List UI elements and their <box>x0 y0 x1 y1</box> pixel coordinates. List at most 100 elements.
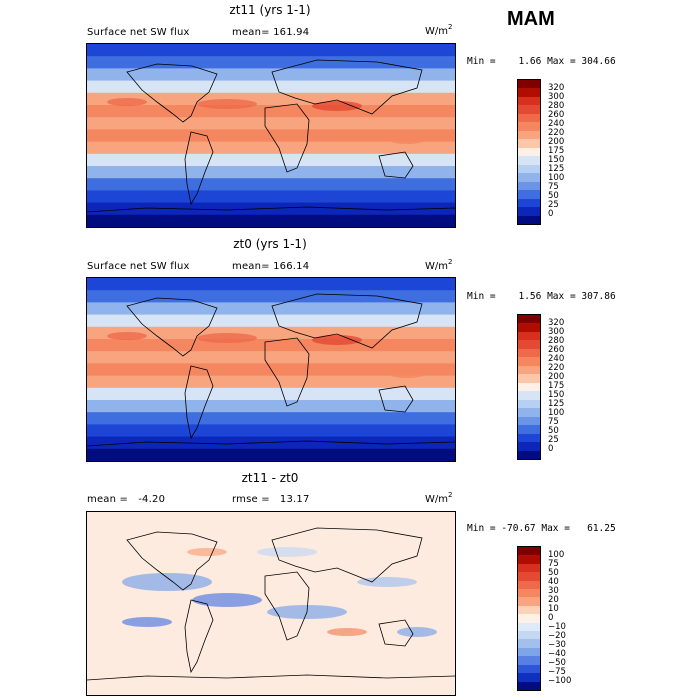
panel-1-right-label: mean= 161.94 <box>232 27 310 38</box>
colorbar-label: 150 <box>548 390 565 400</box>
colorbar-swatch <box>518 450 540 459</box>
panel-1-minmax: Min = 1.66 Max = 304.66 <box>467 56 616 67</box>
coastline <box>264 103 310 173</box>
colorbar-label: 125 <box>548 164 565 174</box>
colorbar-swatch <box>518 323 540 332</box>
field-patch <box>312 335 362 345</box>
colorbar-swatch <box>518 164 540 174</box>
field-band <box>87 214 455 227</box>
colorbar-label: 25 <box>548 435 559 445</box>
colorbar-swatch <box>518 156 540 165</box>
field-band <box>87 105 455 118</box>
field-band <box>87 375 455 389</box>
panel-3-colorbar <box>517 546 541 691</box>
colorbar-label: 75 <box>548 417 559 427</box>
field-band <box>87 412 455 425</box>
field-band <box>87 117 455 130</box>
colorbar-swatch <box>518 207 540 216</box>
colorbar-label: 175 <box>548 146 565 156</box>
colorbar-label: 220 <box>548 363 565 373</box>
field-band <box>87 141 455 155</box>
colorbar-label: 10 <box>548 604 559 614</box>
coastline <box>126 63 218 123</box>
field-band <box>87 166 455 179</box>
colorbar-swatch <box>518 555 540 564</box>
panel-1-units: W/m2 <box>425 23 453 37</box>
colorbar-swatch <box>518 130 540 140</box>
colorbar-swatch <box>518 563 540 573</box>
panel-2-title: zt0 (yrs 1-1) <box>233 237 307 251</box>
field-band <box>87 302 455 316</box>
field-patch <box>389 370 425 378</box>
colorbar-swatch <box>518 408 540 417</box>
colorbar-label: 20 <box>548 595 559 605</box>
field-band <box>87 190 455 204</box>
colorbar-label: 75 <box>548 182 559 192</box>
field-patch <box>257 547 317 557</box>
coastline <box>264 337 310 407</box>
colorbar-swatch <box>518 656 540 665</box>
colorbar-label: 200 <box>548 137 565 147</box>
colorbar-swatch <box>518 365 540 375</box>
coastline <box>378 151 414 179</box>
field-band <box>87 387 455 401</box>
colorbar-label: 0 <box>548 444 554 454</box>
field-patch <box>107 98 147 106</box>
coastline <box>271 59 423 115</box>
colorbar-label: 50 <box>548 191 559 201</box>
colorbar-swatch <box>518 664 540 674</box>
field-patch <box>192 593 262 607</box>
colorbar-swatch <box>518 572 540 581</box>
panel-3-colorbar-labels: 100 75 50 40 30 20 10 0 −10 −20 −30 −40 −50 −75 −100 <box>548 551 571 686</box>
colorbar-swatch <box>518 442 540 451</box>
field-patch <box>187 548 227 556</box>
colorbar-swatch <box>518 382 540 392</box>
colorbar-label: −20 <box>548 631 566 641</box>
colorbar-label: 200 <box>548 372 565 382</box>
colorbar-label: −50 <box>548 658 566 668</box>
colorbar-label: 100 <box>548 173 565 183</box>
panel-2-colorbar <box>517 314 541 460</box>
coastline <box>264 571 310 641</box>
colorbar-label: 30 <box>548 586 559 596</box>
colorbar-label: −100 <box>548 676 572 686</box>
panel-3-minmax: Min = -70.67 Max = 61.25 <box>467 523 616 534</box>
field-band <box>87 80 455 94</box>
colorbar-swatch <box>518 113 540 123</box>
colorbar-label: 240 <box>548 354 565 364</box>
coastline <box>378 385 414 413</box>
field-band <box>87 92 455 106</box>
colorbar-label: 320 <box>548 83 565 93</box>
coastline <box>184 365 214 440</box>
colorbar-swatch <box>518 605 540 615</box>
field-band <box>87 153 455 167</box>
field-patch <box>397 627 437 637</box>
colorbar-swatch <box>518 639 540 648</box>
colorbar-label: 50 <box>548 568 559 578</box>
colorbar-label: 40 <box>548 577 559 587</box>
field-patch <box>122 573 212 591</box>
coastline <box>271 527 423 583</box>
colorbar-swatch <box>518 681 540 690</box>
colorbar-label: 100 <box>548 550 565 560</box>
coastline <box>184 131 214 206</box>
colorbar-swatch <box>518 315 540 324</box>
colorbar-swatch <box>518 88 540 97</box>
colorbar-swatch <box>518 622 540 632</box>
colorbar-label: 0 <box>548 209 554 219</box>
coastline <box>271 293 423 349</box>
panel-1-map <box>86 43 456 228</box>
colorbar-label: 260 <box>548 110 565 120</box>
colorbar-swatch <box>518 631 540 640</box>
panel-2-map <box>86 277 456 462</box>
coastline <box>184 599 214 674</box>
colorbar-label: 300 <box>548 92 565 102</box>
colorbar-swatch <box>518 425 540 434</box>
colorbar-swatch <box>518 399 540 409</box>
colorbar-swatch <box>518 348 540 358</box>
colorbar-label: 280 <box>548 336 565 346</box>
field-band <box>87 290 455 303</box>
colorbar-swatch <box>518 105 540 114</box>
colorbar-label: 175 <box>548 381 565 391</box>
field-patch <box>197 333 257 343</box>
